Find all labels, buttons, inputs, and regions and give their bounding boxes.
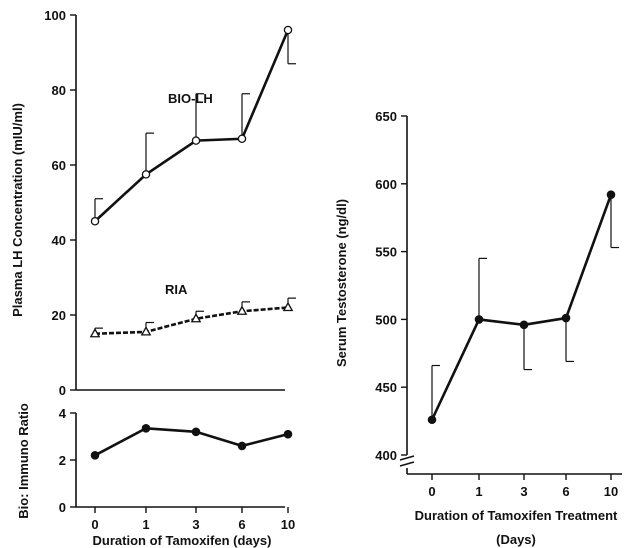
testosterone-panel: 400 450 500 550 600 650 0 1 3 6 10 Serum Testoste…	[334, 109, 622, 547]
testo-x-axis-label: Duration of Tamoxifen Treatment	[415, 508, 618, 523]
ratio-panel: 0 2 4 0 1 3 6 10 Bio: Immuno Ratio Duration of…	[16, 403, 295, 548]
series-line	[94, 426, 289, 457]
x-tick-label: 1	[475, 484, 482, 499]
ria-series-label: RIA	[165, 282, 188, 297]
y-tick-label: 600	[375, 177, 397, 192]
data-point	[141, 423, 151, 433]
y-tick-label: 0	[59, 383, 66, 398]
data-point	[140, 326, 152, 336]
data-point	[90, 451, 100, 460]
ratio-x-ticks: 0 1 3 6 10	[91, 507, 295, 532]
x-tick-label: 6	[238, 517, 245, 532]
series-line	[94, 306, 289, 336]
testo-series-group	[427, 190, 619, 425]
x-tick-label: 10	[604, 484, 618, 499]
data-point	[141, 170, 151, 179]
y-tick-label: 550	[375, 245, 397, 260]
x-tick-label: 3	[520, 484, 527, 499]
data-point	[283, 429, 293, 439]
y-tick-label: 400	[375, 448, 397, 463]
ratio-series-group	[90, 423, 293, 460]
lh-series-group	[89, 25, 296, 338]
data-point	[283, 25, 293, 35]
data-point	[474, 315, 484, 324]
data-point	[89, 327, 101, 338]
y-tick-label: 20	[52, 308, 66, 323]
data-point	[519, 320, 529, 330]
data-point	[561, 313, 571, 323]
testo-x-ticks: 0 1 3 6 10	[428, 474, 618, 499]
y-tick-label: 100	[44, 8, 66, 23]
testo-axis-break-mark	[399, 455, 415, 467]
data-point	[190, 312, 202, 323]
lh-y-axis-label: Plasma LH Concentration (mIU/ml)	[10, 103, 25, 317]
series-line	[430, 194, 613, 421]
y-tick-label: 80	[52, 83, 66, 98]
x-tick-label: 1	[142, 517, 149, 532]
ratio-x-axis-label: Duration of Tamoxifen (days)	[93, 533, 272, 548]
data-point	[191, 427, 201, 437]
data-point	[237, 441, 247, 451]
y-tick-label: 40	[52, 233, 66, 248]
series-line	[94, 29, 290, 223]
y-tick-label: 4	[59, 406, 67, 421]
lh-panel: 0 20 40 60 80 100 Plasma LH Concentration (mI…	[10, 8, 296, 398]
data-point	[236, 305, 248, 315]
y-tick-label: 500	[375, 312, 397, 327]
data-point	[237, 134, 247, 143]
testo-x-axis-label-days: (Days)	[496, 532, 536, 547]
data-point	[90, 216, 100, 226]
x-tick-label: 6	[562, 484, 569, 499]
data-point	[606, 190, 616, 199]
x-tick-label: 3	[192, 517, 199, 532]
y-tick-label: 60	[52, 158, 66, 173]
ratio-y-ticks: 0 2 4	[59, 406, 76, 515]
x-tick-label: 10	[281, 517, 295, 532]
bio-lh-series-label: BIO-LH	[168, 91, 213, 106]
data-point	[282, 301, 294, 312]
testo-y-axis-label: Serum Testosterone (ng/dl)	[334, 199, 349, 367]
x-tick-label: 0	[91, 517, 98, 532]
data-point	[191, 136, 201, 145]
y-tick-label: 450	[375, 380, 397, 395]
y-tick-label: 0	[59, 500, 66, 515]
y-tick-label: 2	[59, 453, 66, 468]
data-point	[427, 415, 437, 425]
ratio-y-axis-label: Bio: Immuno Ratio	[16, 403, 31, 519]
x-tick-label: 0	[428, 484, 435, 499]
lh-y-ticks: 0 20 40 60 80 100	[44, 8, 76, 398]
y-tick-label: 650	[375, 109, 397, 124]
testo-y-ticks: 400 450 500 550 600 650	[375, 109, 407, 463]
